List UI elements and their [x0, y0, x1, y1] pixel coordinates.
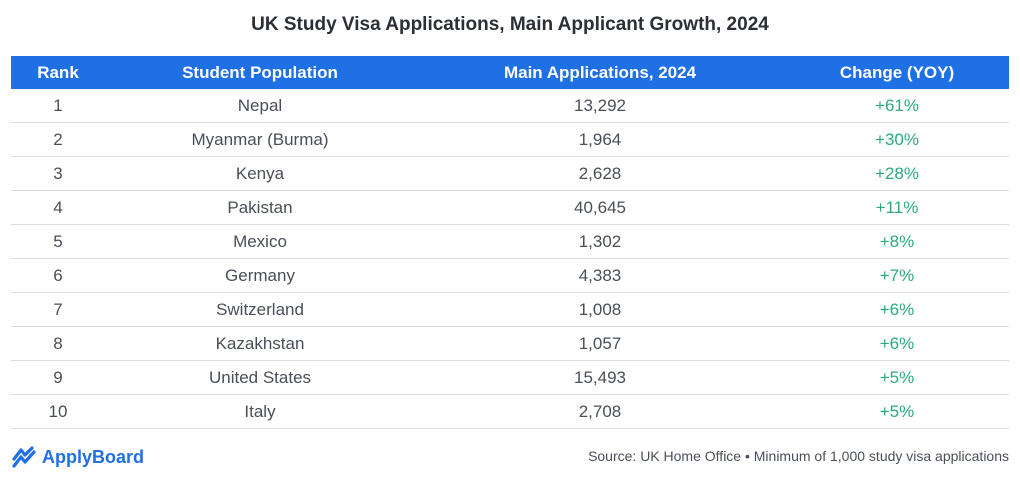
chart-title: UK Study Visa Applications, Main Applica…: [251, 14, 769, 35]
change-cell: +6%: [785, 326, 1009, 361]
applications-cell: 1,302: [415, 224, 785, 259]
applications-cell: 13,292: [415, 89, 785, 123]
change-cell: +5%: [785, 360, 1009, 395]
table-row: 1 Nepal 13,292 +61%: [11, 89, 1009, 123]
rank-cell: 10: [11, 394, 105, 429]
table-row: 6 Germany 4,383 +7%: [11, 258, 1009, 293]
applications-cell: 1,008: [415, 292, 785, 327]
source-note: Source: UK Home Office • Minimum of 1,00…: [588, 448, 1009, 464]
change-cell: +61%: [785, 89, 1009, 123]
column-header-change: Change (YOY): [785, 56, 1009, 89]
brand-name: ApplyBoard: [42, 446, 145, 467]
applications-cell: 15,493: [415, 360, 785, 395]
table-row: 3 Kenya 2,628 +28%: [11, 156, 1009, 191]
table-row: 5 Mexico 1,302 +8%: [11, 224, 1009, 259]
applyboard-logo: ApplyBoard: [12, 444, 144, 470]
table-row: 8 Kazakhstan 1,057 +6%: [11, 326, 1009, 361]
table-row: 2 Myanmar (Burma) 1,964 +30%: [11, 122, 1009, 157]
applications-cell: 1,964: [415, 122, 785, 157]
data-table: Rank Student Population Main Application…: [11, 56, 1009, 429]
population-cell: Switzerland: [105, 292, 415, 327]
change-cell: +5%: [785, 394, 1009, 429]
column-header-population: Student Population: [105, 56, 415, 89]
table-body: 1 Nepal 13,292 +61% 2 Myanmar (Burma) 1,964 +30…: [11, 89, 1009, 429]
column-header-rank: Rank: [11, 56, 105, 89]
population-cell: United States: [105, 360, 415, 395]
rank-cell: 4: [11, 190, 105, 225]
table-row: 9 United States 15,493 +5%: [11, 360, 1009, 395]
applications-cell: 2,708: [415, 394, 785, 429]
rank-cell: 6: [11, 258, 105, 293]
table-row: 10 Italy 2,708 +5%: [11, 394, 1009, 429]
rank-cell: 5: [11, 224, 105, 259]
population-cell: Mexico: [105, 224, 415, 259]
change-cell: +11%: [785, 190, 1009, 225]
population-cell: Italy: [105, 394, 415, 429]
rank-cell: 2: [11, 122, 105, 157]
rank-cell: 8: [11, 326, 105, 361]
rank-cell: 7: [11, 292, 105, 327]
change-cell: +8%: [785, 224, 1009, 259]
applications-cell: 4,383: [415, 258, 785, 293]
rank-cell: 1: [11, 89, 105, 123]
change-cell: +30%: [785, 122, 1009, 157]
change-cell: +7%: [785, 258, 1009, 293]
table-row: 4 Pakistan 40,645 +11%: [11, 190, 1009, 225]
table-header-row: Rank Student Population Main Application…: [11, 56, 1009, 89]
applyboard-logo-icon: [12, 446, 36, 468]
population-cell: Kazakhstan: [105, 326, 415, 361]
population-cell: Myanmar (Burma): [105, 122, 415, 157]
population-cell: Germany: [105, 258, 415, 293]
population-cell: Pakistan: [105, 190, 415, 225]
applications-cell: 2,628: [415, 156, 785, 191]
applications-cell: 1,057: [415, 326, 785, 361]
rank-cell: 9: [11, 360, 105, 395]
column-header-applications: Main Applications, 2024: [415, 56, 785, 89]
rank-cell: 3: [11, 156, 105, 191]
change-cell: +6%: [785, 292, 1009, 327]
table-row: 7 Switzerland 1,008 +6%: [11, 292, 1009, 327]
change-cell: +28%: [785, 156, 1009, 191]
applications-cell: 40,645: [415, 190, 785, 225]
population-cell: Kenya: [105, 156, 415, 191]
population-cell: Nepal: [105, 89, 415, 123]
